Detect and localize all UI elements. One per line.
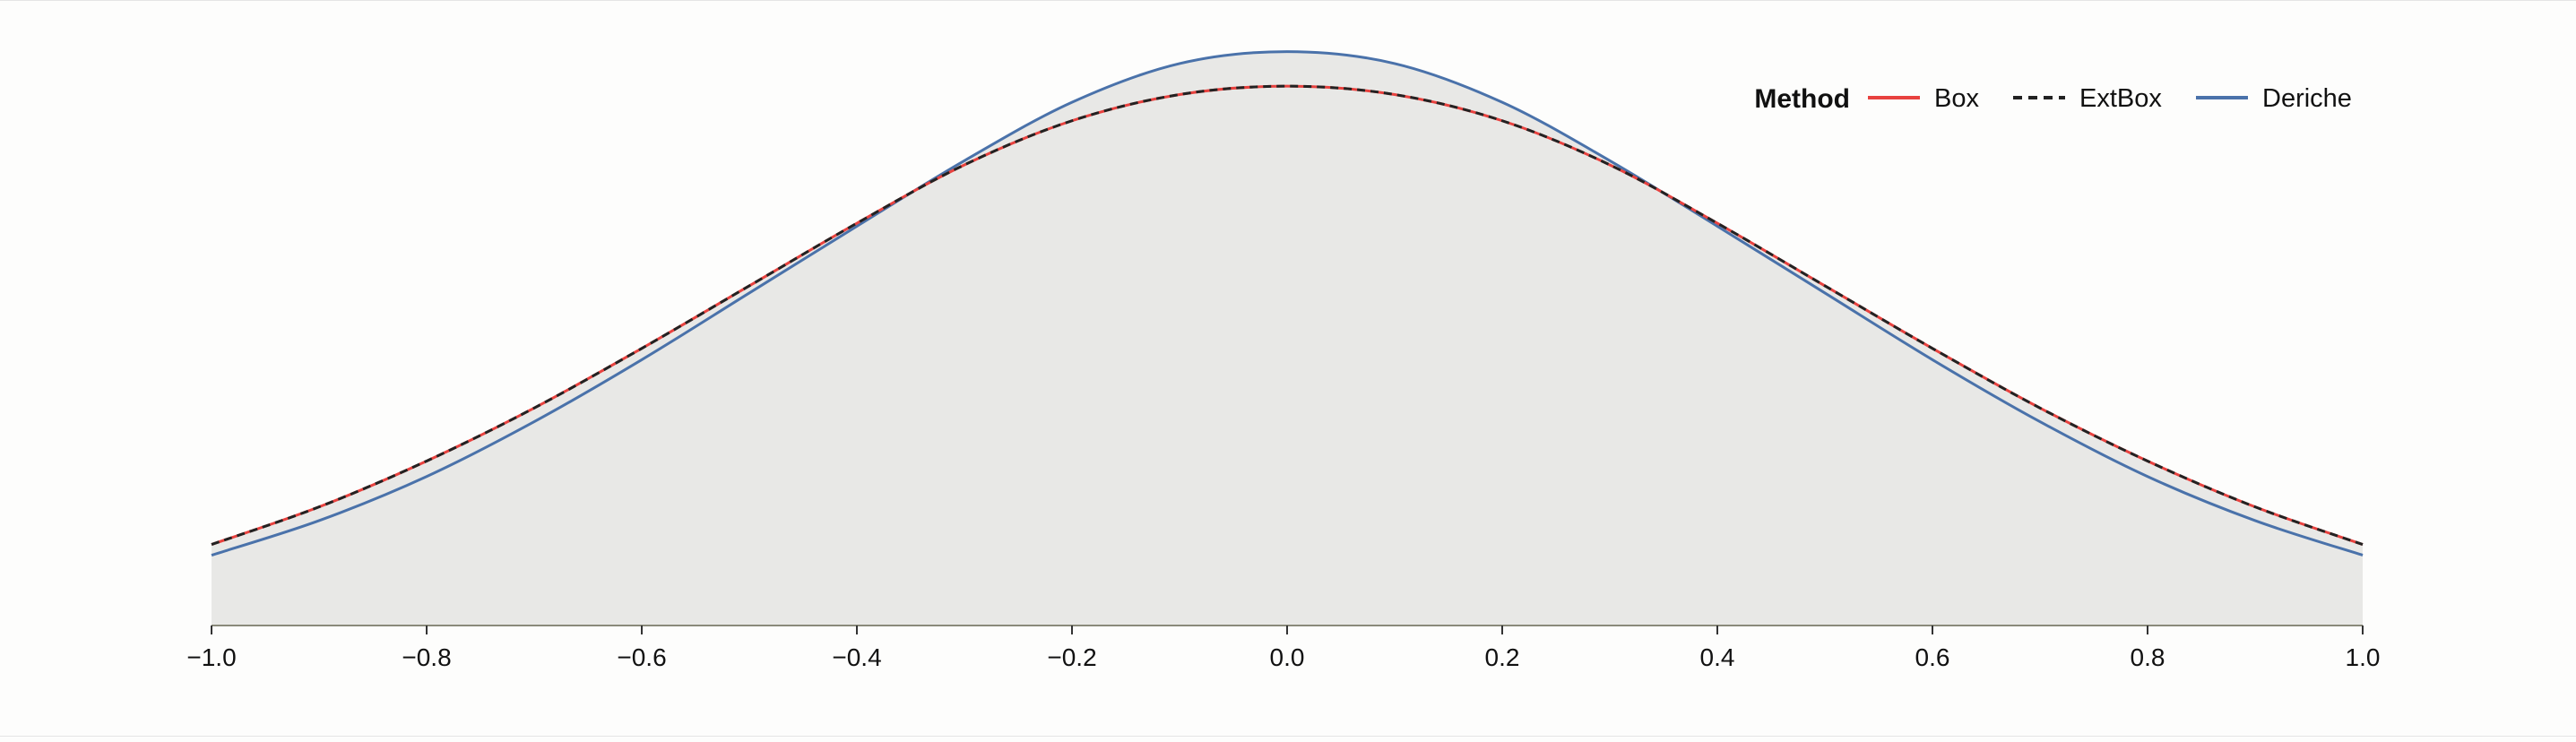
x-tick-label: −1.0 [186,643,236,671]
legend-item-box: Box [1868,84,1979,113]
x-axis: −1.0 −0.8 −0.6 −0.4 −0.2 0.0 0.2 0.4 0.6 0.8 1.0 [186,625,2381,671]
legend-label: ExtBox [2079,84,2162,113]
series-line-box [211,84,2364,546]
area-fill [212,51,2363,626]
legend-label: Deriche [2262,84,2352,113]
x-tick-label: −0.8 [402,643,451,671]
x-tick-label: 0.8 [2131,643,2165,671]
x-tick-label: −0.6 [617,643,666,671]
legend: Method Box ExtBox Deriche [1754,84,2352,114]
plot-area [211,50,2364,626]
legend-item-deriche: Deriche [2196,84,2352,113]
x-tick-label: 0.2 [1485,643,1520,671]
legend-item-extbox: ExtBox [2013,84,2162,113]
x-tick-label: 0.0 [1270,643,1305,671]
series-line-deriche [211,50,2364,556]
x-tick-label: −0.4 [832,643,881,671]
x-tick-label: 1.0 [2346,643,2381,671]
x-tick-label: 0.6 [1915,643,1950,671]
x-tick-label: 0.4 [1700,643,1735,671]
x-tick-label: −0.2 [1047,643,1096,671]
legend-label: Box [1934,84,1979,113]
legend-title: Method [1754,84,1850,114]
